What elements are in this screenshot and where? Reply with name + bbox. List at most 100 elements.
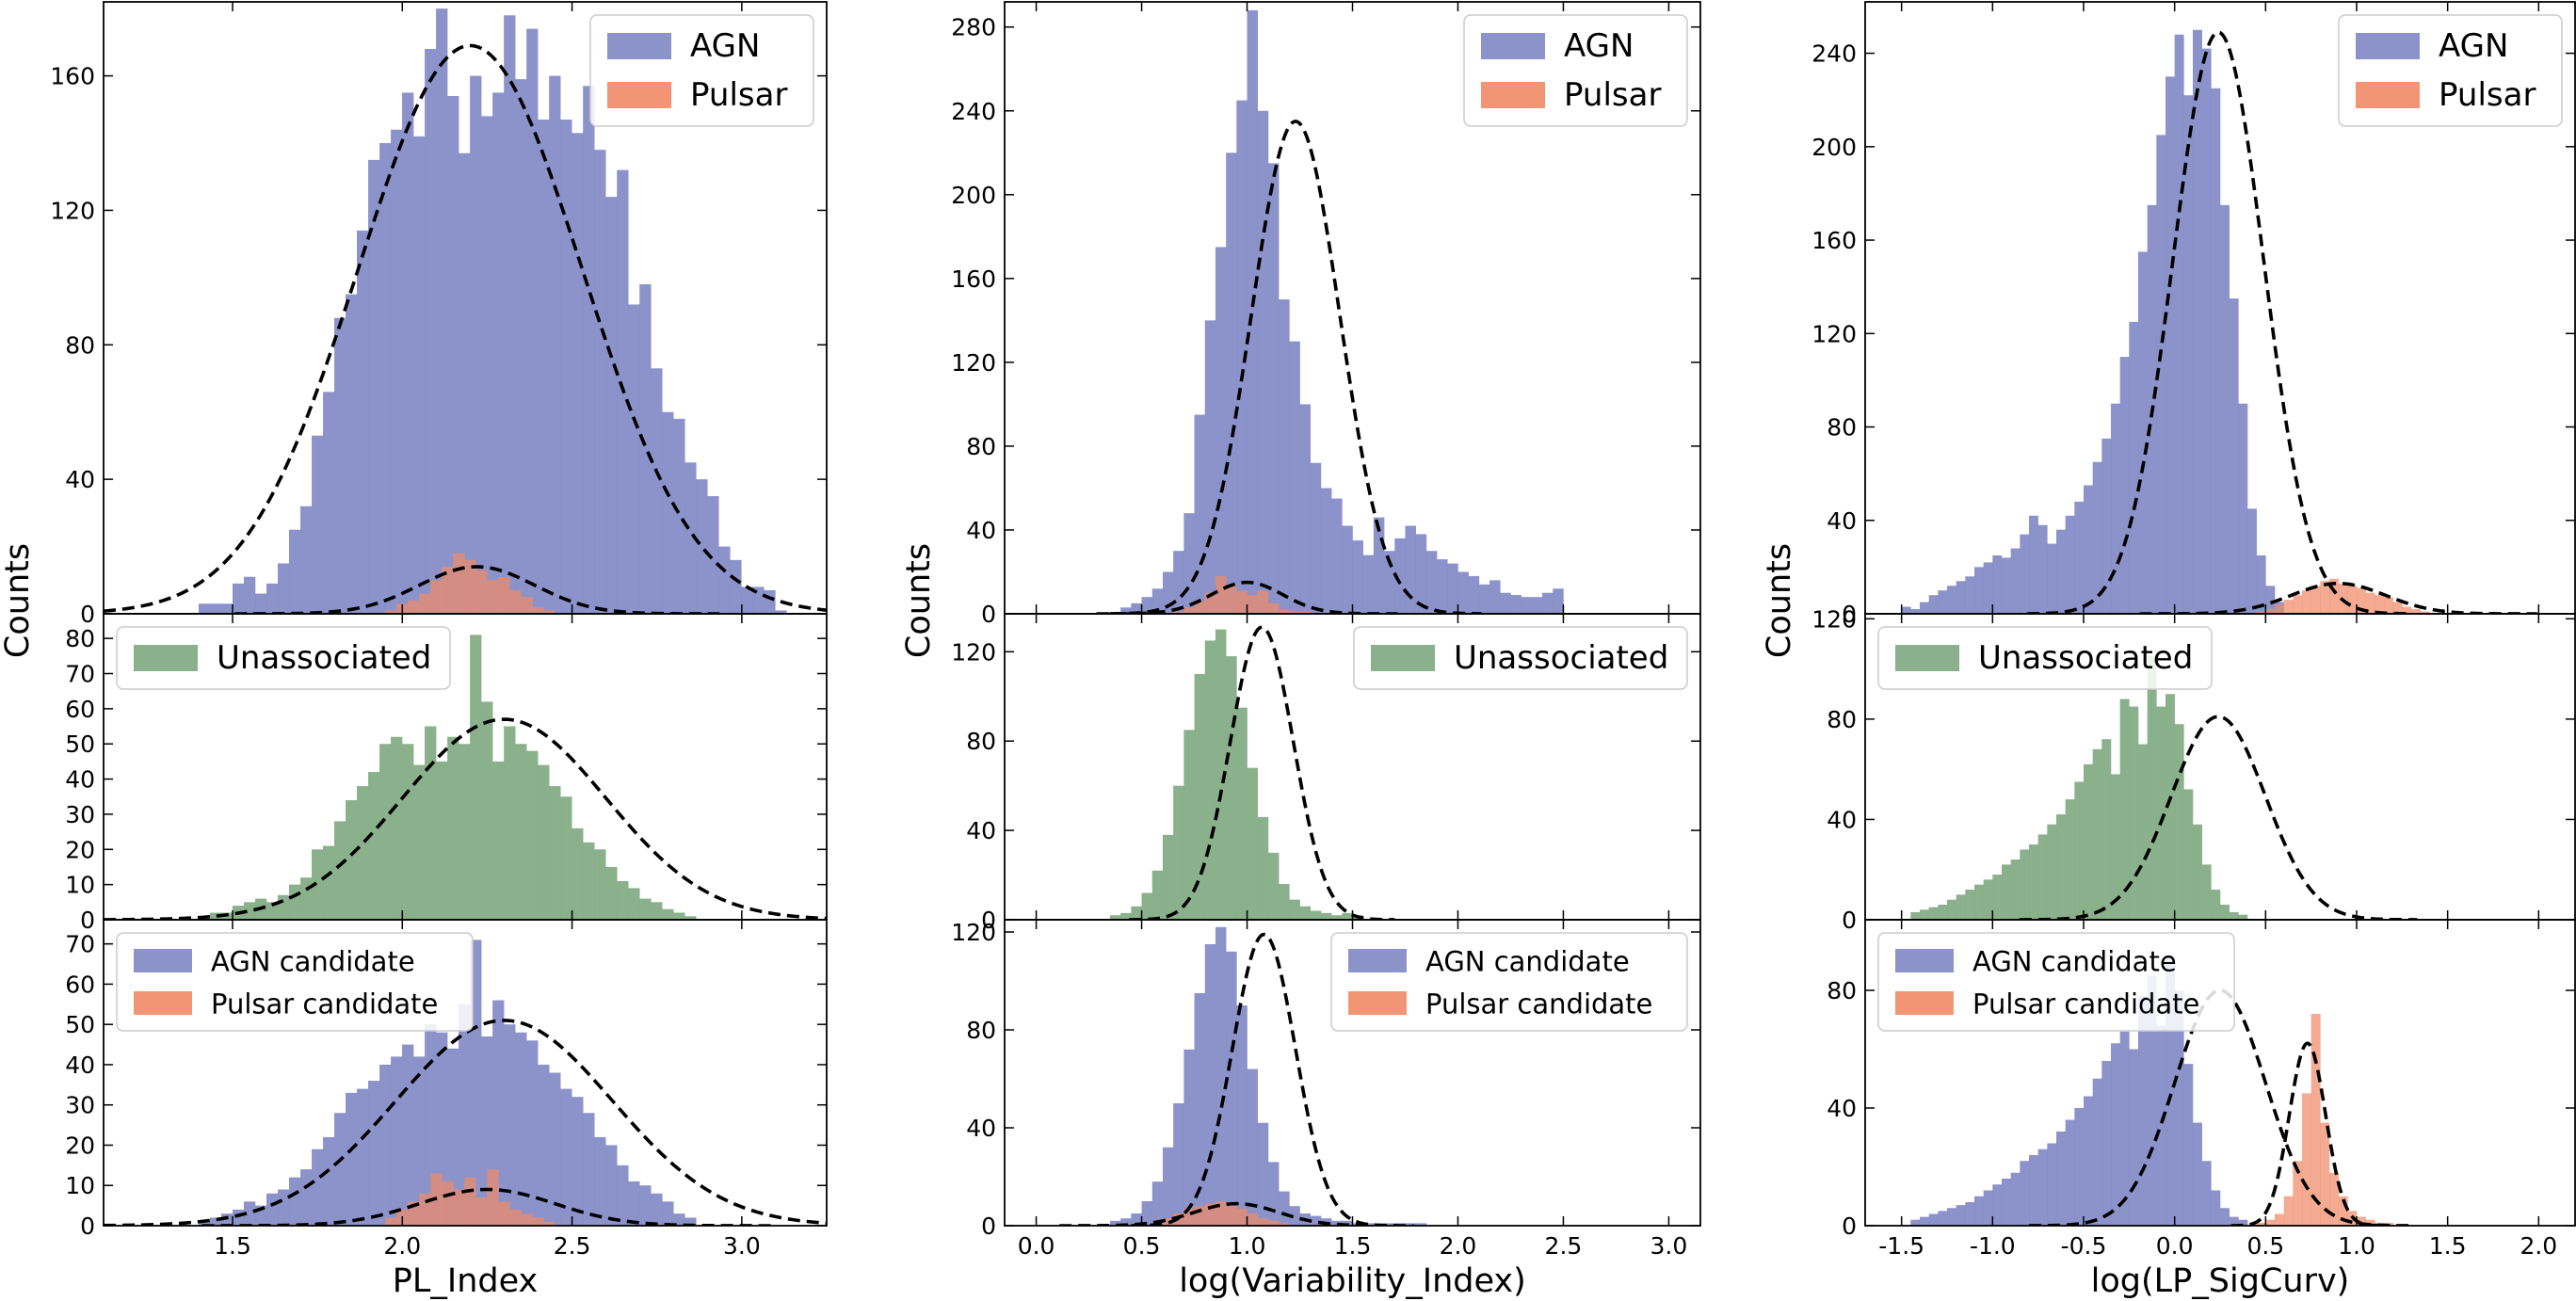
bar-agn xyxy=(651,368,663,614)
y-tick-label: 40 xyxy=(1827,507,1857,535)
y-tick-label: 0 xyxy=(1842,907,1857,934)
bar-pulsar xyxy=(2420,611,2430,614)
bar-agn xyxy=(1938,590,1948,614)
bar-unassociated xyxy=(402,744,414,920)
bar-agn xyxy=(696,479,708,614)
bar-agn xyxy=(2020,534,2030,614)
bar-agn-candidate xyxy=(1131,1213,1142,1226)
bar-pulsar xyxy=(1204,592,1216,614)
bar-agn-candidate xyxy=(1405,1223,1416,1226)
bar-agn xyxy=(1965,576,1975,614)
bar-agn xyxy=(2047,543,2057,614)
bar-agn xyxy=(1162,571,1174,614)
bar-agn xyxy=(2256,554,2266,614)
bar-pulsar xyxy=(2275,604,2284,614)
bar-agn-candidate xyxy=(1938,1211,1948,1226)
bar-pulsar xyxy=(2357,587,2366,614)
bar-agn-candidate xyxy=(2193,1122,2202,1226)
bar-unassociated xyxy=(2111,774,2120,920)
bar-agn xyxy=(300,506,313,614)
panel-bottom-left-bars xyxy=(198,940,697,1226)
bar-agn-candidate xyxy=(1947,1208,1956,1226)
y-tick-label: 0 xyxy=(1842,601,1857,628)
bar-agn-candidate xyxy=(549,1072,561,1226)
bar-pulsar-candidate xyxy=(419,1193,431,1226)
bar-unassociated xyxy=(1342,912,1353,920)
bar-agn xyxy=(323,392,335,614)
bar-unassociated xyxy=(2029,844,2038,920)
bar-agn xyxy=(402,92,414,614)
bar-agn xyxy=(1342,525,1353,614)
panel-bottom-left-legend: AGN candidate Pulsar candidate xyxy=(116,932,474,1032)
bar-unassociated xyxy=(1183,730,1195,920)
y-tick-label: 200 xyxy=(951,182,996,209)
bar-pulsar-candidate xyxy=(475,1197,488,1226)
bar-pulsar xyxy=(442,567,454,614)
legend-swatch-agn-candidate xyxy=(1895,949,1954,972)
bar-agn-candidate xyxy=(560,1088,572,1226)
y-tick-label: 120 xyxy=(951,349,996,377)
bar-agn-candidate xyxy=(2074,1108,2085,1226)
bar-unassociated xyxy=(617,880,629,920)
bar-agn xyxy=(1120,607,1132,614)
bar-agn xyxy=(2138,251,2148,614)
bar-agn xyxy=(1500,592,1511,614)
bar-unassociated xyxy=(2220,905,2230,920)
bar-agn xyxy=(2193,29,2202,614)
bar-agn xyxy=(1531,597,1543,614)
y-tick-label: 160 xyxy=(1811,227,1857,254)
bar-agn-candidate xyxy=(209,1217,222,1226)
bar-agn-candidate xyxy=(2147,975,2157,1226)
legend-box xyxy=(1877,626,2213,690)
bar-unassociated xyxy=(583,842,595,920)
bar-pulsar xyxy=(2392,602,2403,614)
bar-unassociated xyxy=(549,786,561,920)
panel-middle-center-fits xyxy=(1129,625,1395,920)
bar-agn-candidate xyxy=(1151,1181,1164,1226)
legend-swatch-agn xyxy=(1481,33,1545,59)
bar-agn-candidate xyxy=(2174,990,2184,1226)
bar-unassociated xyxy=(605,866,618,920)
y-tick-label: 20 xyxy=(65,1132,95,1159)
bar-unassociated xyxy=(651,902,663,920)
x-tick-label: 1.5 xyxy=(214,1232,251,1260)
bar-agn-candidate xyxy=(1965,1202,1975,1226)
legend-label-unassociated: Unassociated xyxy=(1454,639,1668,677)
panel-middle-right-fits xyxy=(2019,715,2418,920)
legend-swatch-agn-candidate xyxy=(134,949,192,972)
panel-bottom-center-bars xyxy=(1109,926,1427,1226)
y-tick-label: 120 xyxy=(951,919,996,946)
x-tick-label: 2.5 xyxy=(1545,1232,1583,1260)
bar-agn-candidate xyxy=(1183,1049,1195,1226)
bar-agn xyxy=(1992,554,2003,614)
bar-agn-candidate xyxy=(2092,1078,2102,1226)
legend-label-pulsar: Pulsar xyxy=(2439,76,2536,114)
y-tick-label: 80 xyxy=(65,331,95,359)
bar-unassociated xyxy=(639,898,652,920)
bar-unassociated xyxy=(2138,744,2148,920)
bar-agn-candidate xyxy=(368,1081,380,1226)
bar-agn xyxy=(1352,540,1363,614)
bar-pulsar xyxy=(1299,611,1312,614)
bar-agn xyxy=(2002,557,2011,614)
bar-pulsar-candidate xyxy=(521,1213,533,1226)
bar-agn-candidate xyxy=(1236,1005,1248,1226)
y-tick-label: 50 xyxy=(65,731,95,758)
bar-unassociated xyxy=(425,726,437,920)
bar-agn xyxy=(1457,571,1469,614)
y-tick-label: 240 xyxy=(1811,40,1857,68)
bar-unassociated xyxy=(1141,892,1153,920)
panel-top-left-bars xyxy=(198,8,787,614)
bar-pulsar xyxy=(487,580,499,614)
bar-pulsar xyxy=(453,553,465,614)
bar-agn xyxy=(1510,594,1521,614)
bar-agn-candidate xyxy=(1247,1068,1259,1226)
bar-unassociated xyxy=(481,701,493,920)
bar-unassociated xyxy=(1109,915,1121,920)
bar-pulsar xyxy=(1289,611,1300,614)
bar-pulsar xyxy=(1194,601,1206,614)
bar-agn xyxy=(1141,597,1153,614)
bar-agn-candidate xyxy=(357,1088,369,1226)
bar-agn-candidate xyxy=(639,1185,652,1226)
bar-agn-candidate xyxy=(289,1177,301,1226)
